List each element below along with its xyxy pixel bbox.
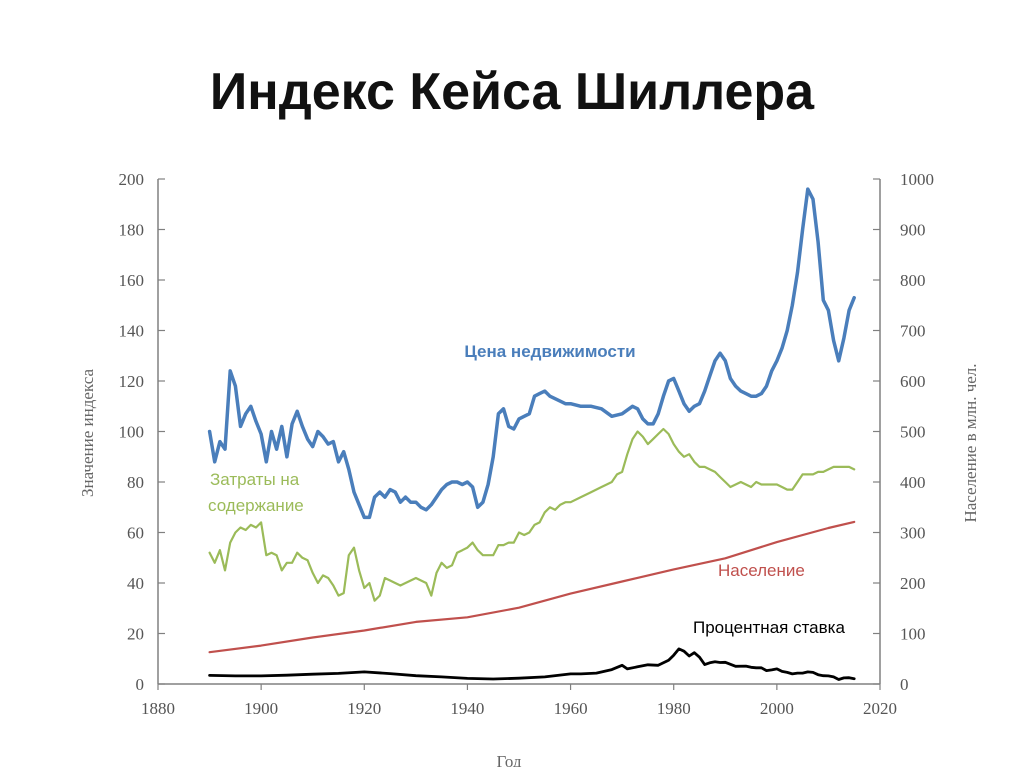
y2-tick-label: 0 xyxy=(900,675,909,694)
y-tick-label: 140 xyxy=(119,322,145,341)
rate-label: Процентная ставка xyxy=(693,618,845,637)
x-tick-label: 1920 xyxy=(347,699,381,718)
y2-tick-label: 500 xyxy=(900,423,926,442)
population-label: Население xyxy=(718,561,805,580)
y-tick-label: 200 xyxy=(119,170,145,189)
series-maintenance-line xyxy=(208,427,856,602)
y-tick-label: 120 xyxy=(119,372,145,391)
y2-tick-label: 800 xyxy=(900,271,926,290)
y2-tick-label: 400 xyxy=(900,473,926,492)
x-tick-label: 1960 xyxy=(554,699,588,718)
y2-tick-label: 700 xyxy=(900,322,926,341)
price-label: Цена недвижимости xyxy=(464,342,635,361)
x-tick-label: 2000 xyxy=(760,699,794,718)
y2-tick-label: 600 xyxy=(900,372,926,391)
x-tick-label: 1900 xyxy=(244,699,278,718)
y2-tick-label: 1000 xyxy=(900,170,934,189)
x-tick-label: 1880 xyxy=(141,699,175,718)
x-tick-label: 2020 xyxy=(863,699,897,718)
x-tick-label: 1940 xyxy=(450,699,484,718)
y2-tick-label: 200 xyxy=(900,574,926,593)
maintenance-label-line1: Затраты на xyxy=(210,470,300,489)
y-tick-label: 60 xyxy=(127,524,144,543)
y-tick-label: 160 xyxy=(119,271,145,290)
y-tick-label: 0 xyxy=(136,675,145,694)
labels-layer: Цена недвижимости Затраты на содержание Нас… xyxy=(208,342,845,637)
y-tick-label: 80 xyxy=(127,473,144,492)
slide-title: Индекс Кейса Шиллера xyxy=(209,63,815,121)
series-layer xyxy=(207,187,856,681)
y-tick-label: 20 xyxy=(127,625,144,644)
x-axis-title: Год xyxy=(497,752,522,767)
series-price-line xyxy=(207,187,856,520)
axes: 0204060801001201401601802000100200300400… xyxy=(78,170,980,767)
y-axis-title: Значение индекса xyxy=(78,369,97,498)
y2-tick-label: 900 xyxy=(900,221,926,240)
y2-axis-title: Население в млн. чел. xyxy=(961,363,980,522)
series-rate-line xyxy=(208,647,856,681)
y-tick-label: 180 xyxy=(119,221,145,240)
y-tick-label: 100 xyxy=(119,423,145,442)
y2-tick-label: 300 xyxy=(900,524,926,543)
series-population-line xyxy=(208,520,856,654)
y-tick-label: 40 xyxy=(127,574,144,593)
y2-tick-label: 100 xyxy=(900,625,926,644)
maintenance-label-line2: содержание xyxy=(208,496,304,515)
x-tick-label: 1980 xyxy=(657,699,691,718)
